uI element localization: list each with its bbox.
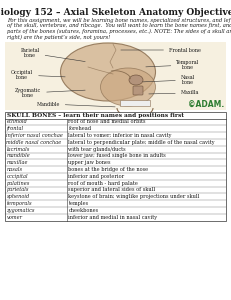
Ellipse shape <box>129 75 143 85</box>
Text: SKULL BONES – learn their names and positions first: SKULL BONES – learn their names and posi… <box>7 113 184 119</box>
Text: middle nasal conchae: middle nasal conchae <box>6 140 62 145</box>
Text: temples: temples <box>69 201 89 206</box>
Text: zygomatics: zygomatics <box>6 208 35 213</box>
Text: Frontal bone: Frontal bone <box>121 47 201 52</box>
Text: parietals: parietals <box>6 188 29 192</box>
Ellipse shape <box>100 68 155 106</box>
Text: frontal: frontal <box>6 126 24 131</box>
Text: temporals: temporals <box>6 201 32 206</box>
Text: superior and lateral sides of skull: superior and lateral sides of skull <box>69 188 156 192</box>
Text: lateral to vomer; inferior in nasal cavity: lateral to vomer; inferior in nasal cavi… <box>69 133 172 138</box>
Text: mandible: mandible <box>6 153 30 158</box>
Text: Occipital
bone: Occipital bone <box>11 70 65 80</box>
Text: of the skull, vertebrae, and ribcage.  You will want to learn the bone names fir: of the skull, vertebrae, and ribcage. Yo… <box>7 23 231 28</box>
FancyBboxPatch shape <box>133 86 143 95</box>
Text: occipital: occipital <box>6 174 28 179</box>
Text: lateral to perpendicular plate; middle of the nasal cavity: lateral to perpendicular plate; middle o… <box>69 140 215 145</box>
Text: Parietal
bone: Parietal bone <box>20 48 85 62</box>
Text: Mandible: Mandible <box>36 101 115 107</box>
Text: palatines: palatines <box>6 181 30 186</box>
Bar <box>5 42 226 110</box>
Text: roof of nose and medial orbits: roof of nose and medial orbits <box>69 119 146 124</box>
Text: upper jaw bones: upper jaw bones <box>69 160 111 165</box>
Text: lacrimals: lacrimals <box>6 147 30 152</box>
Text: bones at the bridge of the nose: bones at the bridge of the nose <box>69 167 149 172</box>
Text: with tear glands/ducts: with tear glands/ducts <box>69 147 126 152</box>
Text: Nasal
bone: Nasal bone <box>143 75 195 86</box>
Text: keystone of brain; winglike projections under skull: keystone of brain; winglike projections … <box>69 194 200 199</box>
Text: Zygomatic
bone: Zygomatic bone <box>15 88 85 98</box>
Text: inferior and posterior: inferior and posterior <box>69 174 125 179</box>
Text: right) are the patient’s side, not yours!: right) are the patient’s side, not yours… <box>7 34 110 40</box>
Text: lower jaw; fused single bone in adults: lower jaw; fused single bone in adults <box>69 153 166 158</box>
Text: roof of mouth - hard palate: roof of mouth - hard palate <box>69 181 138 186</box>
Text: Maxilla: Maxilla <box>149 91 199 95</box>
Bar <box>120 100 150 106</box>
Text: cheekbones: cheekbones <box>69 208 99 213</box>
Text: nasals: nasals <box>6 167 23 172</box>
Bar <box>5 112 226 220</box>
Text: For this assignment, we will be learning bone names, specialized structures, and: For this assignment, we will be learning… <box>7 18 231 23</box>
Text: sphenoid: sphenoid <box>6 194 30 199</box>
Text: maxillae: maxillae <box>6 160 28 165</box>
Text: Biology 152 – Axial Skeleton Anatomy Objectives: Biology 152 – Axial Skeleton Anatomy Obj… <box>0 8 231 17</box>
Ellipse shape <box>61 43 155 101</box>
Text: parts of the bones (sutures, foramina, processes, etc.). NOTE: The sides of a sk: parts of the bones (sutures, foramina, p… <box>7 29 231 34</box>
Text: forehead: forehead <box>69 126 92 131</box>
Text: Temporal
bone: Temporal bone <box>146 60 200 70</box>
Text: inferior nasal conchae: inferior nasal conchae <box>6 133 63 138</box>
Text: ethmoid: ethmoid <box>6 119 27 124</box>
Text: ©ADAM.: ©ADAM. <box>188 100 224 109</box>
Text: inferior and medial in nasal cavity: inferior and medial in nasal cavity <box>69 214 158 220</box>
Text: vomer: vomer <box>6 214 22 220</box>
